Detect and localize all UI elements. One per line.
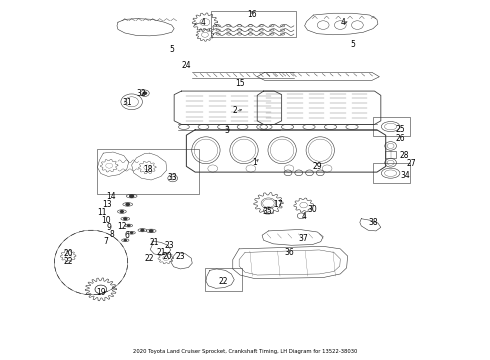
Circle shape bbox=[125, 203, 130, 206]
Text: 29: 29 bbox=[313, 162, 322, 171]
Text: 26: 26 bbox=[395, 134, 405, 143]
Text: 5: 5 bbox=[169, 45, 174, 54]
Text: 4: 4 bbox=[201, 18, 206, 27]
Text: 21: 21 bbox=[150, 238, 159, 247]
Circle shape bbox=[140, 229, 145, 232]
Text: 2: 2 bbox=[233, 105, 238, 114]
Text: 16: 16 bbox=[247, 10, 257, 19]
Text: 11: 11 bbox=[98, 208, 107, 217]
Text: 13: 13 bbox=[102, 200, 112, 209]
Circle shape bbox=[130, 231, 133, 234]
Text: 23: 23 bbox=[165, 241, 174, 250]
Text: 9: 9 bbox=[107, 223, 112, 232]
Text: 38: 38 bbox=[368, 218, 378, 227]
Bar bbox=[373, 163, 410, 183]
Text: 7: 7 bbox=[103, 237, 108, 246]
Bar bbox=[211, 11, 296, 37]
Text: 33: 33 bbox=[168, 173, 177, 182]
Circle shape bbox=[123, 217, 127, 220]
Text: 5: 5 bbox=[350, 40, 355, 49]
Text: 1: 1 bbox=[252, 158, 257, 167]
Text: 3: 3 bbox=[224, 126, 229, 135]
Circle shape bbox=[123, 239, 127, 242]
Text: 10: 10 bbox=[101, 216, 111, 225]
Bar bbox=[385, 151, 396, 158]
Text: 36: 36 bbox=[284, 248, 294, 257]
Circle shape bbox=[129, 194, 134, 198]
Text: 22: 22 bbox=[218, 276, 228, 285]
Circle shape bbox=[149, 229, 154, 233]
Bar bbox=[98, 149, 199, 194]
Text: 27: 27 bbox=[406, 159, 416, 168]
Text: 32: 32 bbox=[136, 89, 146, 98]
Text: 35: 35 bbox=[262, 207, 272, 216]
Text: 23: 23 bbox=[176, 252, 185, 261]
Text: 37: 37 bbox=[299, 234, 309, 243]
Text: 22: 22 bbox=[63, 257, 73, 266]
Text: 17: 17 bbox=[273, 200, 283, 209]
Text: 24: 24 bbox=[182, 61, 191, 70]
Text: 28: 28 bbox=[399, 151, 409, 160]
Text: 19: 19 bbox=[96, 288, 106, 297]
Text: 4: 4 bbox=[340, 18, 345, 27]
Text: 30: 30 bbox=[308, 205, 318, 214]
Text: 34: 34 bbox=[400, 171, 410, 180]
Text: 12: 12 bbox=[117, 222, 126, 231]
Bar bbox=[373, 117, 410, 136]
Circle shape bbox=[120, 210, 124, 213]
Text: 18: 18 bbox=[144, 165, 153, 174]
Text: 20: 20 bbox=[162, 252, 171, 261]
Circle shape bbox=[127, 224, 131, 227]
Text: 20: 20 bbox=[63, 249, 73, 258]
Text: 22: 22 bbox=[145, 254, 154, 263]
Text: 14: 14 bbox=[106, 192, 116, 201]
Bar bbox=[205, 268, 242, 291]
Text: 6: 6 bbox=[124, 231, 129, 240]
Text: 8: 8 bbox=[110, 230, 115, 239]
Text: 4: 4 bbox=[301, 212, 306, 221]
Text: 2020 Toyota Land Cruiser Sprocket, Crankshaft Timing, LH Diagram for 13522-38030: 2020 Toyota Land Cruiser Sprocket, Crank… bbox=[133, 349, 357, 354]
Text: 15: 15 bbox=[235, 79, 245, 88]
Text: 21: 21 bbox=[156, 248, 166, 257]
Circle shape bbox=[143, 91, 147, 95]
Text: 25: 25 bbox=[395, 125, 405, 134]
Text: 31: 31 bbox=[122, 98, 132, 107]
